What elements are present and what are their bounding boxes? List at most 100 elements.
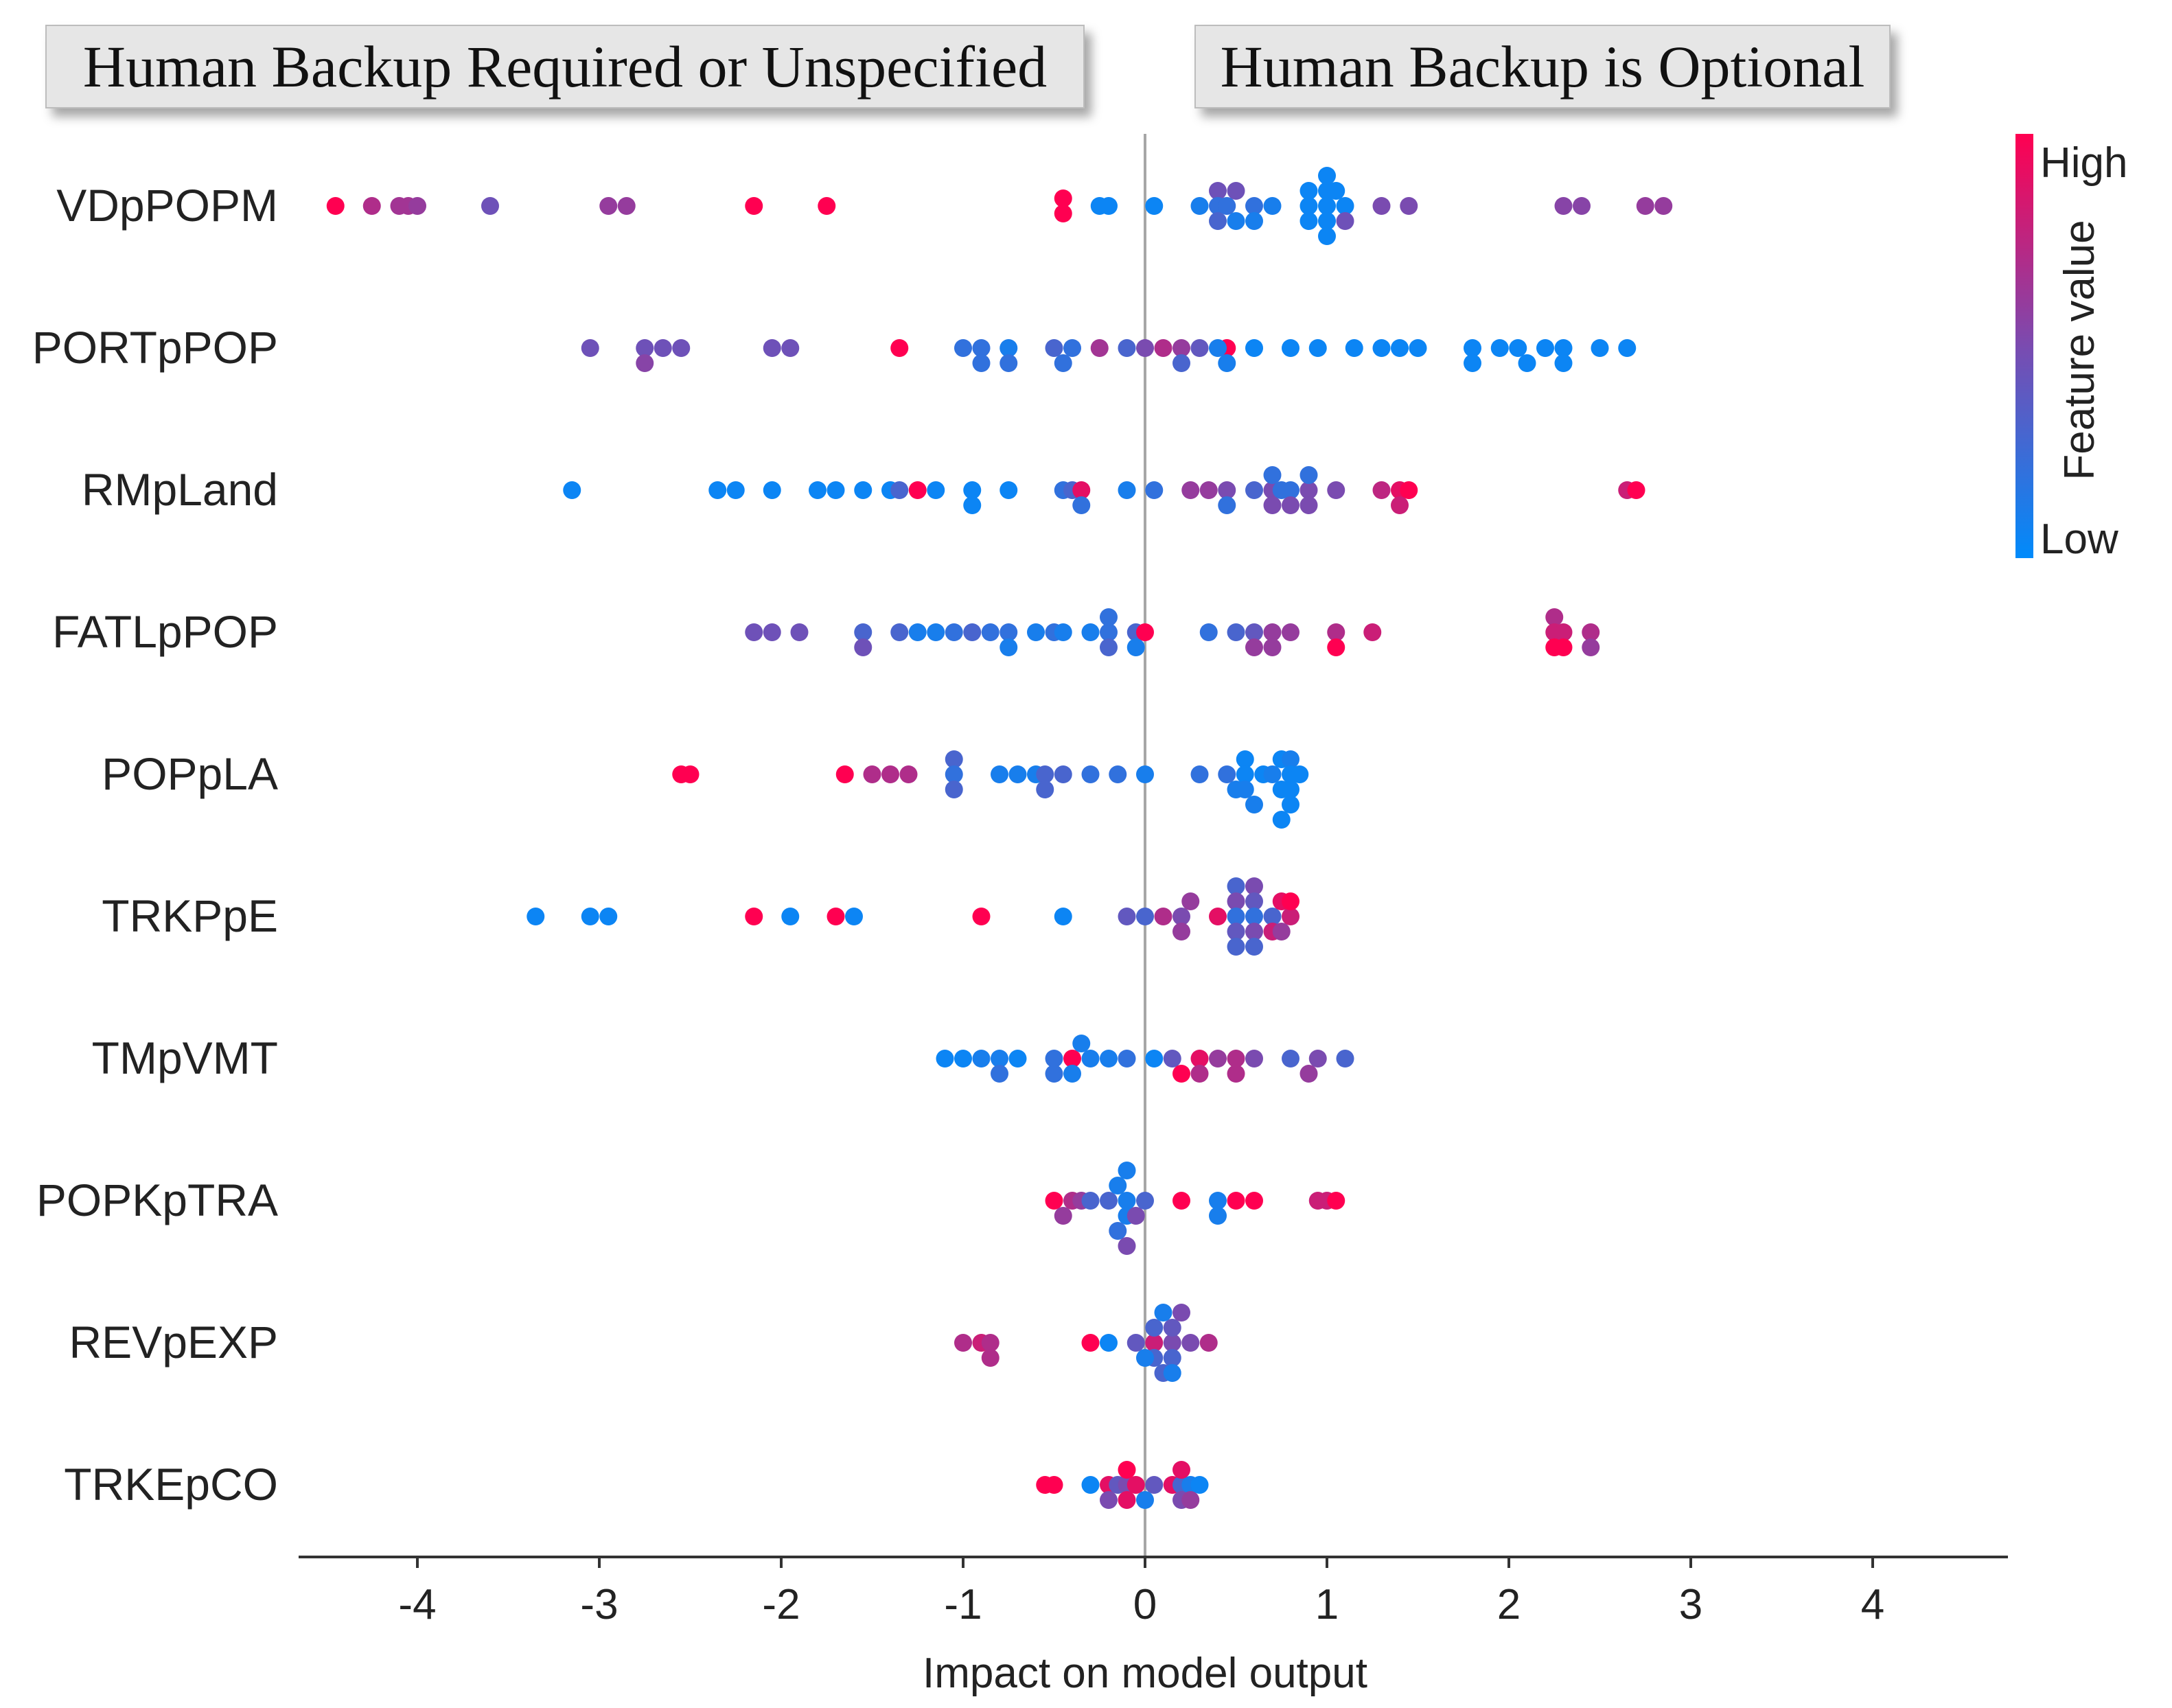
data-point	[1263, 496, 1282, 514]
data-point	[854, 481, 873, 499]
data-point	[1245, 638, 1263, 656]
data-point	[1154, 1304, 1172, 1322]
data-point	[963, 623, 982, 641]
data-point	[1245, 212, 1263, 230]
data-point	[881, 765, 899, 783]
data-point	[1327, 638, 1345, 656]
data-point	[1318, 227, 1336, 245]
data-point	[1573, 197, 1591, 215]
data-point	[963, 481, 982, 499]
data-point	[1245, 892, 1263, 910]
data-point	[1245, 923, 1263, 940]
data-point	[835, 765, 854, 783]
data-point	[1636, 197, 1654, 215]
x-tick-label: -4	[398, 1581, 436, 1628]
data-point	[1100, 1050, 1118, 1068]
data-point	[1172, 908, 1190, 925]
data-point	[1136, 1192, 1154, 1210]
data-point	[1136, 1349, 1154, 1367]
data-point	[1236, 765, 1254, 783]
data-point	[1081, 1050, 1100, 1068]
data-point	[1136, 623, 1154, 641]
data-point	[1591, 339, 1609, 357]
data-point	[1218, 765, 1236, 783]
data-point	[527, 908, 545, 925]
data-point	[981, 623, 1000, 641]
data-point	[726, 481, 745, 499]
data-point	[1109, 765, 1127, 783]
data-point	[1554, 339, 1573, 357]
data-point	[809, 481, 827, 499]
data-point	[1109, 1222, 1127, 1240]
data-point	[1282, 750, 1299, 768]
data-point	[1081, 1476, 1100, 1494]
data-point	[654, 339, 672, 357]
data-point	[1045, 1050, 1063, 1068]
data-point	[763, 623, 781, 641]
data-point	[1127, 638, 1145, 656]
data-point	[1282, 481, 1299, 499]
data-point	[1172, 354, 1190, 372]
data-point	[827, 481, 845, 499]
x-tick-label: 3	[1679, 1581, 1702, 1628]
data-point	[1245, 197, 1263, 215]
data-point	[1190, 339, 1209, 357]
data-point	[1163, 1050, 1181, 1068]
data-point	[1209, 1192, 1227, 1210]
data-point	[1391, 496, 1409, 514]
data-point	[1118, 1050, 1136, 1068]
data-point	[1045, 1192, 1063, 1210]
data-point	[1400, 197, 1418, 215]
data-point	[481, 197, 499, 215]
data-point	[1172, 1304, 1190, 1322]
data-point	[1100, 1192, 1118, 1210]
data-point	[1209, 1207, 1227, 1225]
data-point	[1363, 623, 1382, 641]
data-point	[763, 339, 781, 357]
data-point	[1118, 1461, 1136, 1479]
data-point	[1145, 197, 1164, 215]
data-point	[1118, 1237, 1136, 1255]
data-point	[1054, 623, 1072, 641]
header-label-left: Human Backup Required or Unspecified	[45, 25, 1085, 108]
data-point	[1327, 1192, 1345, 1210]
data-point	[1209, 908, 1227, 925]
data-point	[1582, 623, 1600, 641]
data-point	[1081, 1192, 1100, 1210]
data-point	[1136, 765, 1154, 783]
data-point	[1509, 339, 1527, 357]
data-point	[1536, 339, 1554, 357]
data-point	[991, 765, 1008, 783]
data-point	[1245, 796, 1263, 813]
data-point	[763, 481, 781, 499]
data-point	[599, 908, 618, 925]
data-point	[1163, 1319, 1181, 1337]
data-point	[1190, 1476, 1209, 1494]
data-point	[1263, 638, 1282, 656]
colorbar-title: Feature value	[2056, 220, 2103, 480]
data-point	[1045, 1476, 1063, 1494]
data-point	[1545, 608, 1564, 626]
data-point	[1127, 1476, 1145, 1494]
feature-label: FATLpPOP	[52, 606, 278, 657]
data-point	[963, 496, 982, 514]
data-point	[1282, 339, 1299, 357]
data-point	[1554, 197, 1573, 215]
feature-label: TMpVMT	[92, 1032, 278, 1083]
data-point	[1072, 1035, 1091, 1052]
data-point	[1054, 765, 1072, 783]
data-point	[1318, 167, 1336, 185]
data-point	[1245, 877, 1263, 895]
data-point	[1181, 1334, 1200, 1352]
data-point	[1000, 638, 1018, 656]
data-point	[1236, 750, 1254, 768]
data-point	[890, 623, 909, 641]
data-point	[1081, 765, 1100, 783]
data-point	[1554, 623, 1573, 641]
data-point	[1190, 1050, 1209, 1068]
data-point	[636, 354, 654, 372]
data-point	[1100, 197, 1118, 215]
data-point	[1554, 354, 1573, 372]
data-point	[1318, 197, 1336, 215]
